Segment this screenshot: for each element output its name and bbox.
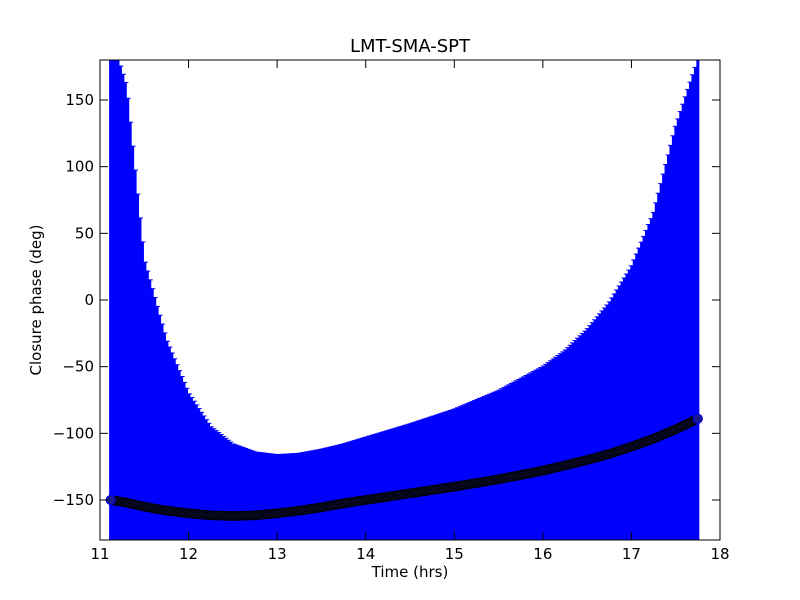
y-tick-label: 0 xyxy=(84,291,94,309)
x-tick-label: 16 xyxy=(533,545,552,563)
x-tick-label: 17 xyxy=(622,545,641,563)
y-tick-label: 50 xyxy=(75,224,94,242)
x-tick-label: 12 xyxy=(179,545,198,563)
data-points xyxy=(105,413,703,521)
x-tick-label: 13 xyxy=(268,545,287,563)
x-axis-ticks: 11 12 13 14 15 16 17 18 xyxy=(90,60,730,563)
x-axis-label: Time (hrs) xyxy=(371,563,449,581)
y-tick-label: −150 xyxy=(53,491,94,509)
y-tick-label: −100 xyxy=(53,424,94,442)
data-point-end xyxy=(692,413,703,424)
error-band xyxy=(109,60,701,540)
y-tick-label: 100 xyxy=(65,158,94,176)
y-axis-ticks: −150 −100 −50 0 50 100 150 xyxy=(53,91,720,509)
y-axis-label: Closure phase (deg) xyxy=(27,225,45,376)
x-tick-label: 11 xyxy=(90,545,109,563)
x-tick-label: 14 xyxy=(356,545,375,563)
y-tick-label: 150 xyxy=(65,91,94,109)
axes-frame xyxy=(99,59,721,541)
y-tick-label: −50 xyxy=(62,358,94,376)
x-tick-label: 18 xyxy=(710,545,729,563)
x-tick-label: 15 xyxy=(445,545,464,563)
chart-title: LMT-SMA-SPT xyxy=(350,36,471,57)
